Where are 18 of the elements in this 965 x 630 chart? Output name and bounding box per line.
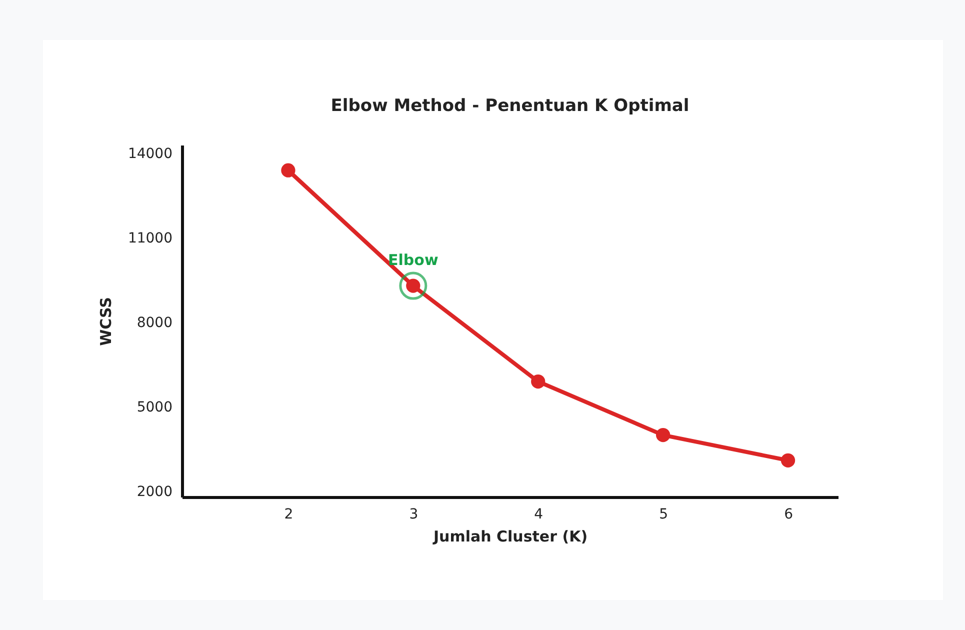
point — [281, 163, 296, 178]
point — [780, 453, 796, 468]
y-tick-label: 5000 — [136, 399, 172, 416]
y-axis-title: WCSS — [96, 297, 115, 346]
point — [656, 428, 670, 442]
point — [531, 374, 546, 389]
y-tick-label: 2000 — [136, 484, 172, 500]
x-axis-title: Jumlah Cluster (K) — [432, 528, 588, 546]
x-tick-label: 3 — [409, 506, 418, 522]
x-tick-label: 2 — [284, 506, 294, 522]
y-tick-label: 14000 — [128, 146, 172, 162]
chart-title: Elbow Method - Penentuan K Optimal — [330, 96, 690, 116]
y-tick-label: 11000 — [128, 230, 172, 246]
x-tick-label: 6 — [784, 506, 794, 522]
annotation: Elbow — [388, 250, 438, 269]
x-tick-label: 4 — [534, 506, 544, 522]
x-tick-label: 5 — [659, 506, 668, 522]
y-tick-label: 8000 — [136, 314, 172, 331]
